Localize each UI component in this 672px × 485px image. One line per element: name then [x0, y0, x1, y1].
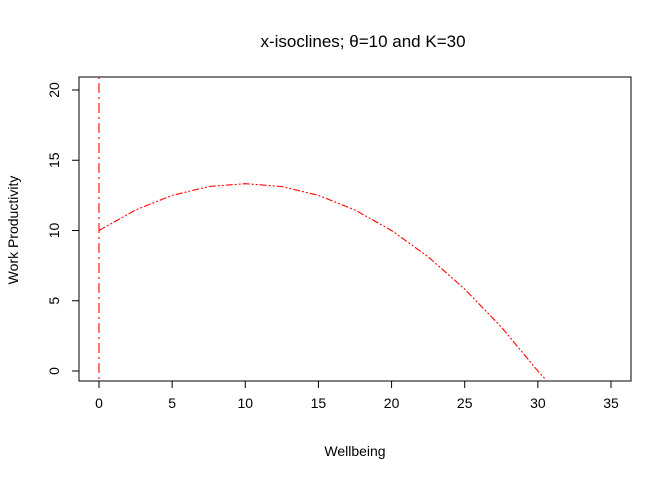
x-tick-label: 30 — [530, 395, 546, 411]
y-axis-label: Work Productivity — [5, 176, 21, 285]
x-axis: 0 5 10 15 20 25 30 35 — [95, 380, 619, 411]
x-tick-label: 35 — [603, 395, 619, 411]
x-tick-label: 20 — [384, 395, 400, 411]
x-tick-label: 5 — [168, 395, 176, 411]
y-tick-label: 20 — [46, 82, 62, 98]
x-tick-label: 15 — [311, 395, 327, 411]
y-tick-label: 10 — [46, 223, 62, 239]
plot-frame — [78, 76, 632, 382]
x-tick-label: 10 — [237, 395, 253, 411]
chart-title: x-isoclines; θ=10 and K=30 — [260, 32, 465, 51]
y-tick-label: 15 — [46, 152, 62, 168]
isocline-curve — [98, 183, 546, 380]
y-axis: 0 5 10 15 20 — [46, 82, 80, 375]
y-tick-label: 0 — [46, 367, 62, 375]
series-layer — [98, 77, 546, 381]
x-axis-label: Wellbeing — [324, 443, 385, 459]
y-tick-label: 5 — [46, 297, 62, 305]
x-tick-label: 0 — [95, 395, 103, 411]
x-tick-label: 25 — [457, 395, 473, 411]
